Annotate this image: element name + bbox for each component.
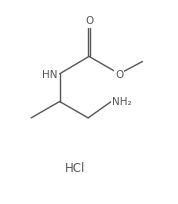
Text: O: O xyxy=(115,70,123,79)
Text: HN: HN xyxy=(42,70,58,79)
Text: NH₂: NH₂ xyxy=(112,97,132,107)
Text: HCl: HCl xyxy=(65,161,85,174)
Text: O: O xyxy=(85,16,93,26)
